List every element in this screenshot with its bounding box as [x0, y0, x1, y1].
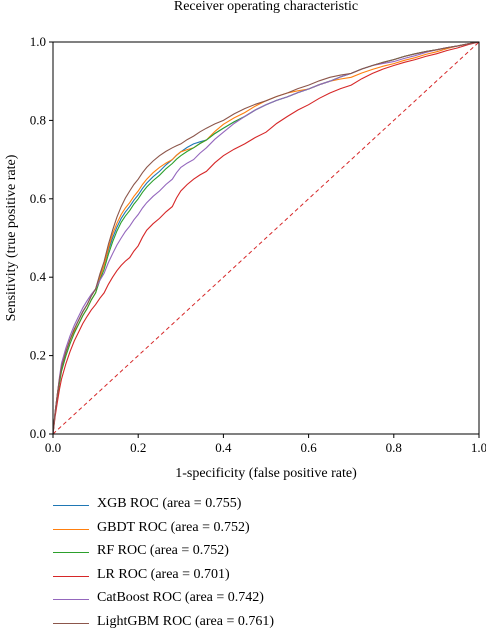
chart-title: Receiver operating characteristic — [174, 0, 358, 14]
roc-chart: Receiver operating characteristic 0.0 0.2… — [4, 0, 486, 481]
legend-item: XGB ROC (area = 0.755) — [0, 495, 486, 515]
plot-frame — [52, 41, 480, 435]
chance-reference-line — [52, 41, 480, 435]
legend-label: LightGBM ROC (area = 0.761) — [97, 613, 275, 629]
legend-swatch — [53, 599, 89, 600]
x-tick-label: 0.0 — [45, 440, 61, 455]
y-tick-label: 0.6 — [30, 191, 47, 206]
roc-series-line — [52, 41, 480, 435]
legend-label: GBDT ROC (area = 0.752) — [97, 519, 250, 535]
legend-item: GBDT ROC (area = 0.752) — [0, 519, 486, 539]
legend-label: LR ROC (area = 0.701) — [97, 566, 230, 582]
x-tick-label: 0.6 — [300, 440, 317, 455]
legend-label: XGB ROC (area = 0.755) — [97, 496, 242, 511]
y-tick-label: 0.8 — [30, 112, 46, 127]
x-tick-label: 0.4 — [215, 440, 232, 455]
legend-label: RF ROC (area = 0.752) — [97, 543, 229, 558]
roc-series-line — [52, 41, 480, 435]
legend-item: LR ROC (area = 0.701) — [0, 566, 486, 586]
x-tick-label: 1.0 — [471, 440, 486, 455]
y-tick-label: 0.0 — [30, 426, 46, 441]
x-tick-label: 0.2 — [130, 440, 146, 455]
legend-item: CatBoost ROC (area = 0.742) — [0, 589, 486, 609]
legend-label: CatBoost ROC (area = 0.742) — [97, 590, 264, 605]
legend-swatch — [53, 575, 89, 577]
x-axis-ticks: 0.0 0.2 0.4 0.6 0.8 1.0 — [45, 434, 486, 455]
legend-item: LightGBM ROC (area = 0.761) — [0, 613, 486, 633]
y-tick-label: 1.0 — [30, 34, 46, 49]
plot-lines — [52, 41, 480, 435]
legend-swatch — [53, 528, 89, 530]
x-axis-label: 1-specificity (false positive rate) — [175, 466, 357, 481]
legend-swatch — [53, 622, 89, 624]
legend-item: RF ROC (area = 0.752) — [0, 542, 486, 562]
legend-swatch — [53, 552, 89, 553]
x-tick-label: 0.8 — [386, 440, 402, 455]
legend-swatch — [53, 505, 89, 506]
y-axis-ticks: 0.0 0.2 0.4 0.6 0.8 1.0 — [30, 34, 53, 441]
y-axis-label: Sensitivity (true positive rate) — [4, 154, 19, 321]
y-tick-label: 0.2 — [30, 348, 46, 363]
y-tick-label: 0.4 — [30, 269, 47, 284]
